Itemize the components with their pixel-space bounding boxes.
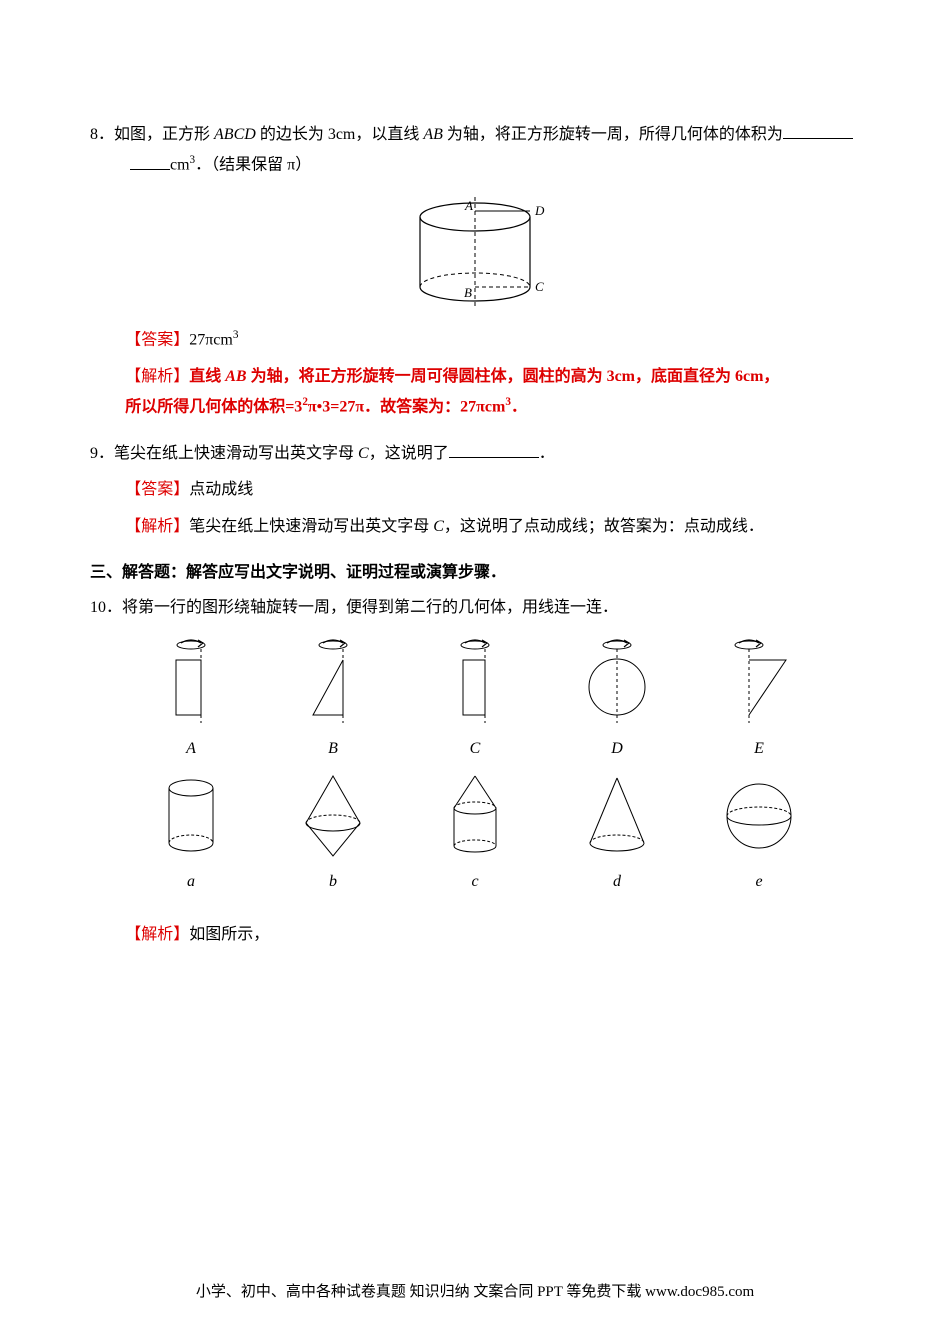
q10-row2: a b c — [120, 768, 830, 897]
label-a: A — [186, 734, 196, 764]
label-c: C — [535, 279, 544, 294]
section-3-header: 三、解答题：解答应写出文字说明、证明过程或演算步骤． — [90, 558, 860, 588]
blank-line — [130, 154, 170, 170]
shape-d-lower: d — [557, 768, 677, 897]
label-d2: d — [613, 867, 621, 897]
answer-label: 【答案】 — [125, 331, 189, 348]
blank-line — [449, 442, 539, 458]
label-c2: c — [471, 867, 478, 897]
q9-text: 9．笔尖在纸上快速滑动写出英文字母 C，这说明了． — [90, 439, 860, 469]
blank-line — [783, 123, 853, 139]
q9-answer: 【答案】点动成线 — [90, 475, 860, 505]
label-a: A — [464, 198, 473, 213]
q8-text-line2: cm3．（结果保留 π） — [90, 150, 860, 181]
q9-number: 9． — [90, 445, 114, 462]
shape-b-upper: B — [273, 635, 393, 764]
shape-b-lower: b — [273, 768, 393, 897]
q8-answer: 【答案】27πcm3 — [90, 325, 860, 356]
label-d: D — [534, 203, 545, 218]
shape-a-upper: A — [131, 635, 251, 764]
q10-row1: A B C — [120, 635, 830, 764]
shape-c-upper: C — [415, 635, 535, 764]
shape-e-lower: e — [699, 768, 819, 897]
q8-number: 8． — [90, 126, 114, 143]
q9-explanation: 【解析】笔尖在纸上快速滑动写出英文字母 C，这说明了点动成线；故答案为：点动成线… — [90, 512, 860, 542]
label-c: C — [470, 734, 481, 764]
q10-number: 10． — [90, 599, 122, 616]
question-8: 8．如图，正方形 ABCD 的边长为 3cm，以直线 AB 为轴，将正方形旋转一… — [90, 120, 860, 423]
page-footer: 小学、初中、高中各种试卷真题 知识归纳 文案合同 PPT 等免费下载 www.d… — [0, 1278, 950, 1307]
cylinder-diagram: A D B C — [380, 195, 570, 315]
explain-label: 【解析】 — [125, 926, 189, 943]
label-b2: b — [329, 867, 337, 897]
shape-c-lower: c — [415, 768, 535, 897]
question-10: 10．将第一行的图形绕轴旋转一周，便得到第二行的几何体，用线连一连． A B — [90, 593, 860, 951]
label-e2: e — [755, 867, 762, 897]
q10-explanation: 【解析】如图所示， — [90, 920, 860, 950]
question-9: 9．笔尖在纸上快速滑动写出英文字母 C，这说明了． 【答案】点动成线 【解析】笔… — [90, 439, 860, 542]
label-d: D — [611, 734, 623, 764]
label-a2: a — [187, 867, 195, 897]
shape-d-upper: D — [557, 635, 677, 764]
label-b: B — [464, 285, 472, 300]
explain-label: 【解析】 — [125, 518, 189, 535]
shape-e-upper: E — [699, 635, 819, 764]
q10-text: 10．将第一行的图形绕轴旋转一周，便得到第二行的几何体，用线连一连． — [90, 593, 860, 623]
explain-label: 【解析】 — [125, 368, 189, 385]
label-b: B — [328, 734, 338, 764]
q8-figure: A D B C — [90, 195, 860, 315]
label-e: E — [754, 734, 764, 764]
q8-text: 8．如图，正方形 ABCD 的边长为 3cm，以直线 AB 为轴，将正方形旋转一… — [90, 120, 860, 150]
answer-label: 【答案】 — [125, 481, 189, 498]
shape-a-lower: a — [131, 768, 251, 897]
q8-explanation: 【解析】直线 AB 为轴，将正方形旋转一周可得圆柱体，圆柱的高为 3cm，底面直… — [90, 362, 860, 423]
